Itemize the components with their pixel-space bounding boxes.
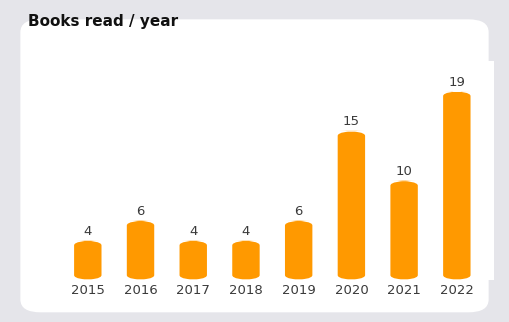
FancyBboxPatch shape xyxy=(285,221,313,280)
FancyBboxPatch shape xyxy=(390,181,418,280)
Text: 4: 4 xyxy=(83,225,92,238)
Text: 4: 4 xyxy=(189,225,197,238)
FancyBboxPatch shape xyxy=(74,240,101,280)
Text: 15: 15 xyxy=(343,115,360,128)
Text: Books read / year: Books read / year xyxy=(28,14,178,30)
FancyBboxPatch shape xyxy=(337,131,365,280)
Text: 19: 19 xyxy=(448,76,465,89)
Text: 6: 6 xyxy=(295,205,303,218)
FancyBboxPatch shape xyxy=(232,240,260,280)
Text: 10: 10 xyxy=(395,165,413,178)
Text: 4: 4 xyxy=(242,225,250,238)
FancyBboxPatch shape xyxy=(127,221,154,280)
FancyBboxPatch shape xyxy=(180,240,207,280)
Text: 6: 6 xyxy=(136,205,145,218)
FancyBboxPatch shape xyxy=(443,91,470,280)
